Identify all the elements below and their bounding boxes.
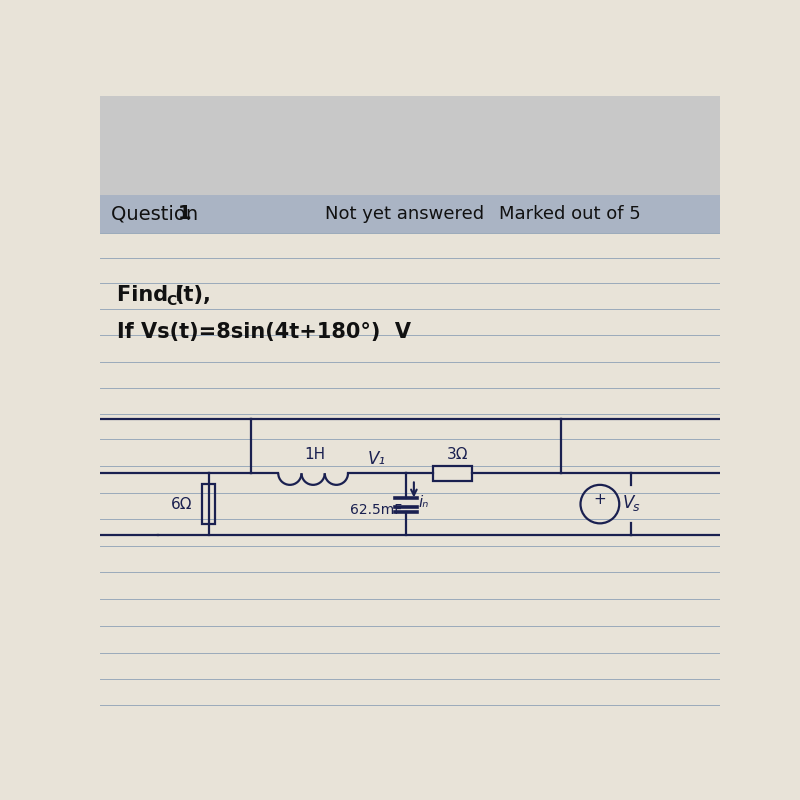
Text: 62.5mF: 62.5mF (350, 503, 402, 518)
Text: V₁: V₁ (367, 450, 386, 469)
Text: s: s (633, 502, 639, 514)
Text: 1H: 1H (304, 446, 325, 462)
Text: iₙ: iₙ (418, 495, 429, 510)
Text: (t),: (t), (174, 285, 211, 305)
Text: +: + (594, 492, 606, 507)
Text: 1: 1 (178, 204, 191, 223)
Text: 3Ω: 3Ω (446, 446, 468, 462)
Bar (100, 194, 720, 233)
Text: 6Ω: 6Ω (171, 497, 193, 512)
Text: Marked out of 5: Marked out of 5 (499, 205, 641, 223)
Text: V: V (623, 494, 634, 512)
Text: Not yet answered: Not yet answered (325, 205, 484, 223)
Text: Question: Question (111, 204, 204, 223)
Text: If Vs(t)=8sin(4t+180°)  V: If Vs(t)=8sin(4t+180°) V (117, 322, 411, 342)
Bar (434, 466, 472, 481)
Bar (100, 96, 720, 194)
Text: C: C (166, 294, 177, 308)
Bar (202, 484, 215, 524)
Text: Find I: Find I (117, 285, 183, 305)
